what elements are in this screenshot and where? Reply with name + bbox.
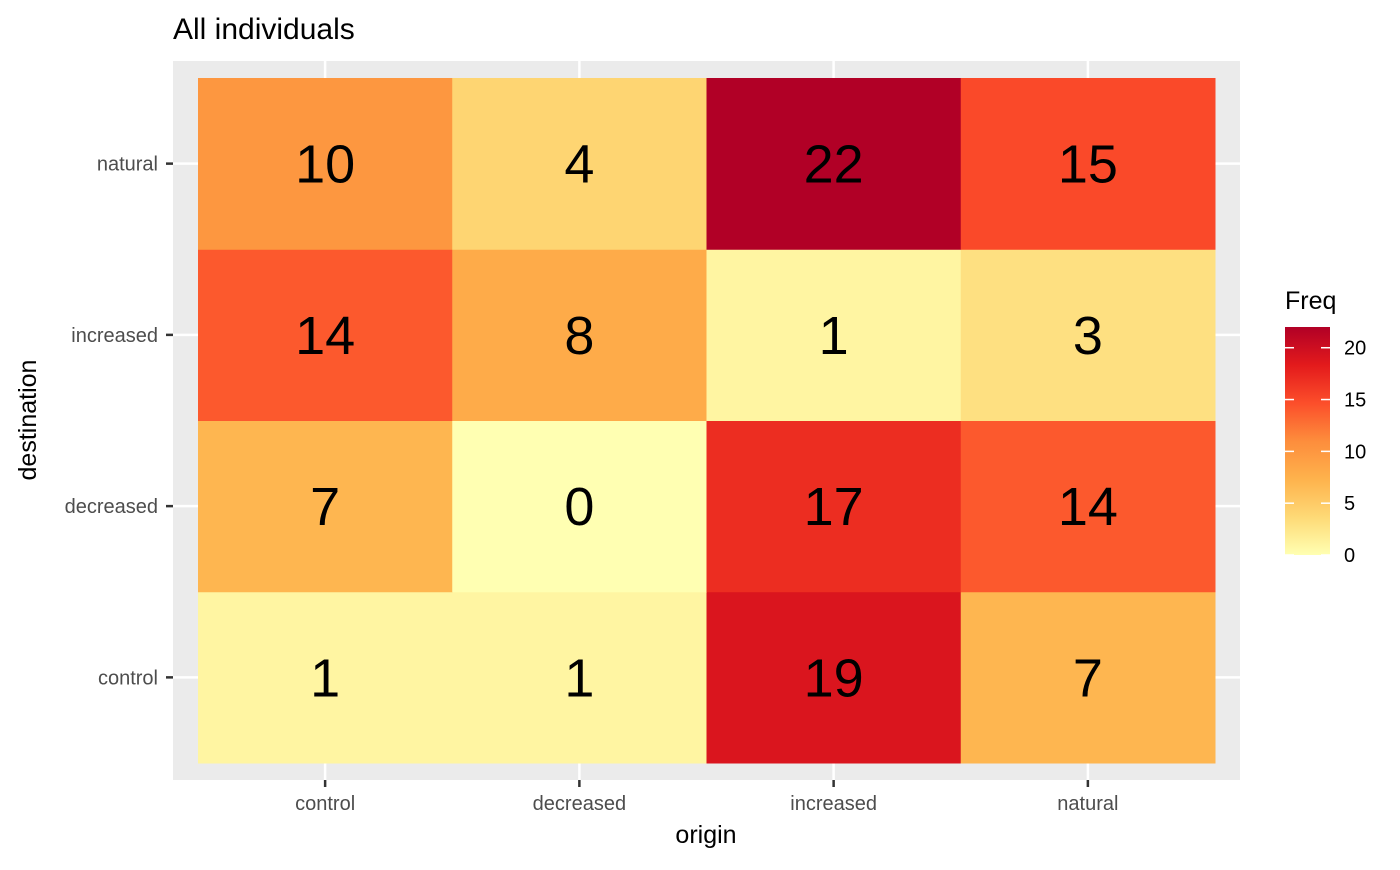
cell-value-label: 17 bbox=[804, 477, 864, 537]
heatmap-cell bbox=[960, 78, 1216, 250]
legend-title: Freq bbox=[1285, 287, 1336, 315]
cell-value-label: 15 bbox=[1058, 135, 1118, 195]
cell-value-label: 14 bbox=[295, 306, 355, 366]
heatmap-cell bbox=[198, 249, 453, 421]
y-axis-title: destination bbox=[14, 360, 42, 481]
chart-title: All individuals bbox=[173, 13, 355, 46]
cell-value-label: 3 bbox=[1073, 306, 1103, 366]
heatmap-cell bbox=[706, 420, 962, 593]
x-axis-title: origin bbox=[675, 821, 736, 849]
legend-tick-label: 15 bbox=[1344, 390, 1366, 412]
cell-value-label: 7 bbox=[1073, 648, 1103, 708]
x-axis: control decreased increased natural bbox=[295, 780, 1118, 815]
heatmap-cell bbox=[452, 591, 707, 764]
y-tick-label: natural bbox=[97, 154, 158, 176]
cell-value-label: 0 bbox=[564, 477, 594, 537]
y-axis: control decreased increased natural bbox=[65, 154, 173, 689]
heatmap-cell bbox=[452, 78, 707, 250]
cell-value-label: 1 bbox=[819, 306, 849, 366]
cell-value-label: 7 bbox=[310, 477, 340, 537]
cell-value-label: 4 bbox=[564, 135, 594, 195]
heatmap-cell bbox=[452, 249, 707, 421]
cell-value-label: 1 bbox=[310, 648, 340, 708]
heatmap-cell bbox=[960, 249, 1216, 421]
legend-tick-label: 20 bbox=[1344, 338, 1366, 360]
heatmap-cell bbox=[198, 420, 453, 593]
x-tick-label: increased bbox=[790, 793, 877, 815]
x-tick-label: decreased bbox=[533, 793, 626, 815]
legend-tick-label: 0 bbox=[1344, 545, 1355, 567]
cell-value-label: 22 bbox=[804, 135, 864, 195]
color-legend: Freq 0 5 10 15 20 bbox=[1285, 287, 1366, 567]
heatmap-cell bbox=[452, 420, 707, 593]
heatmap-cell bbox=[706, 78, 962, 250]
heatmap-cell bbox=[198, 78, 453, 250]
cell-value-label: 19 bbox=[804, 648, 864, 708]
heatmap-cell bbox=[960, 420, 1216, 593]
heatmap-cells bbox=[198, 78, 1216, 764]
y-tick-label: control bbox=[98, 667, 158, 689]
x-tick-label: control bbox=[295, 793, 355, 815]
x-tick-label: natural bbox=[1057, 793, 1118, 815]
cell-value-labels: 1 1 19 7 7 0 17 14 14 8 1 3 10 4 22 15 bbox=[295, 135, 1118, 709]
heatmap-cell bbox=[198, 591, 453, 764]
legend-colorbar bbox=[1285, 327, 1330, 555]
cell-value-label: 10 bbox=[295, 135, 355, 195]
cell-value-label: 8 bbox=[564, 306, 594, 366]
legend-tick-label: 5 bbox=[1344, 493, 1355, 515]
legend-tick-label: 10 bbox=[1344, 441, 1366, 463]
y-tick-label: increased bbox=[71, 325, 158, 347]
heatmap-cell bbox=[706, 591, 962, 764]
cell-value-label: 1 bbox=[564, 648, 594, 708]
cell-value-label: 14 bbox=[1058, 477, 1118, 537]
heatmap-cell bbox=[960, 591, 1216, 764]
y-tick-label: decreased bbox=[65, 496, 158, 518]
heatmap-cell bbox=[706, 249, 962, 421]
